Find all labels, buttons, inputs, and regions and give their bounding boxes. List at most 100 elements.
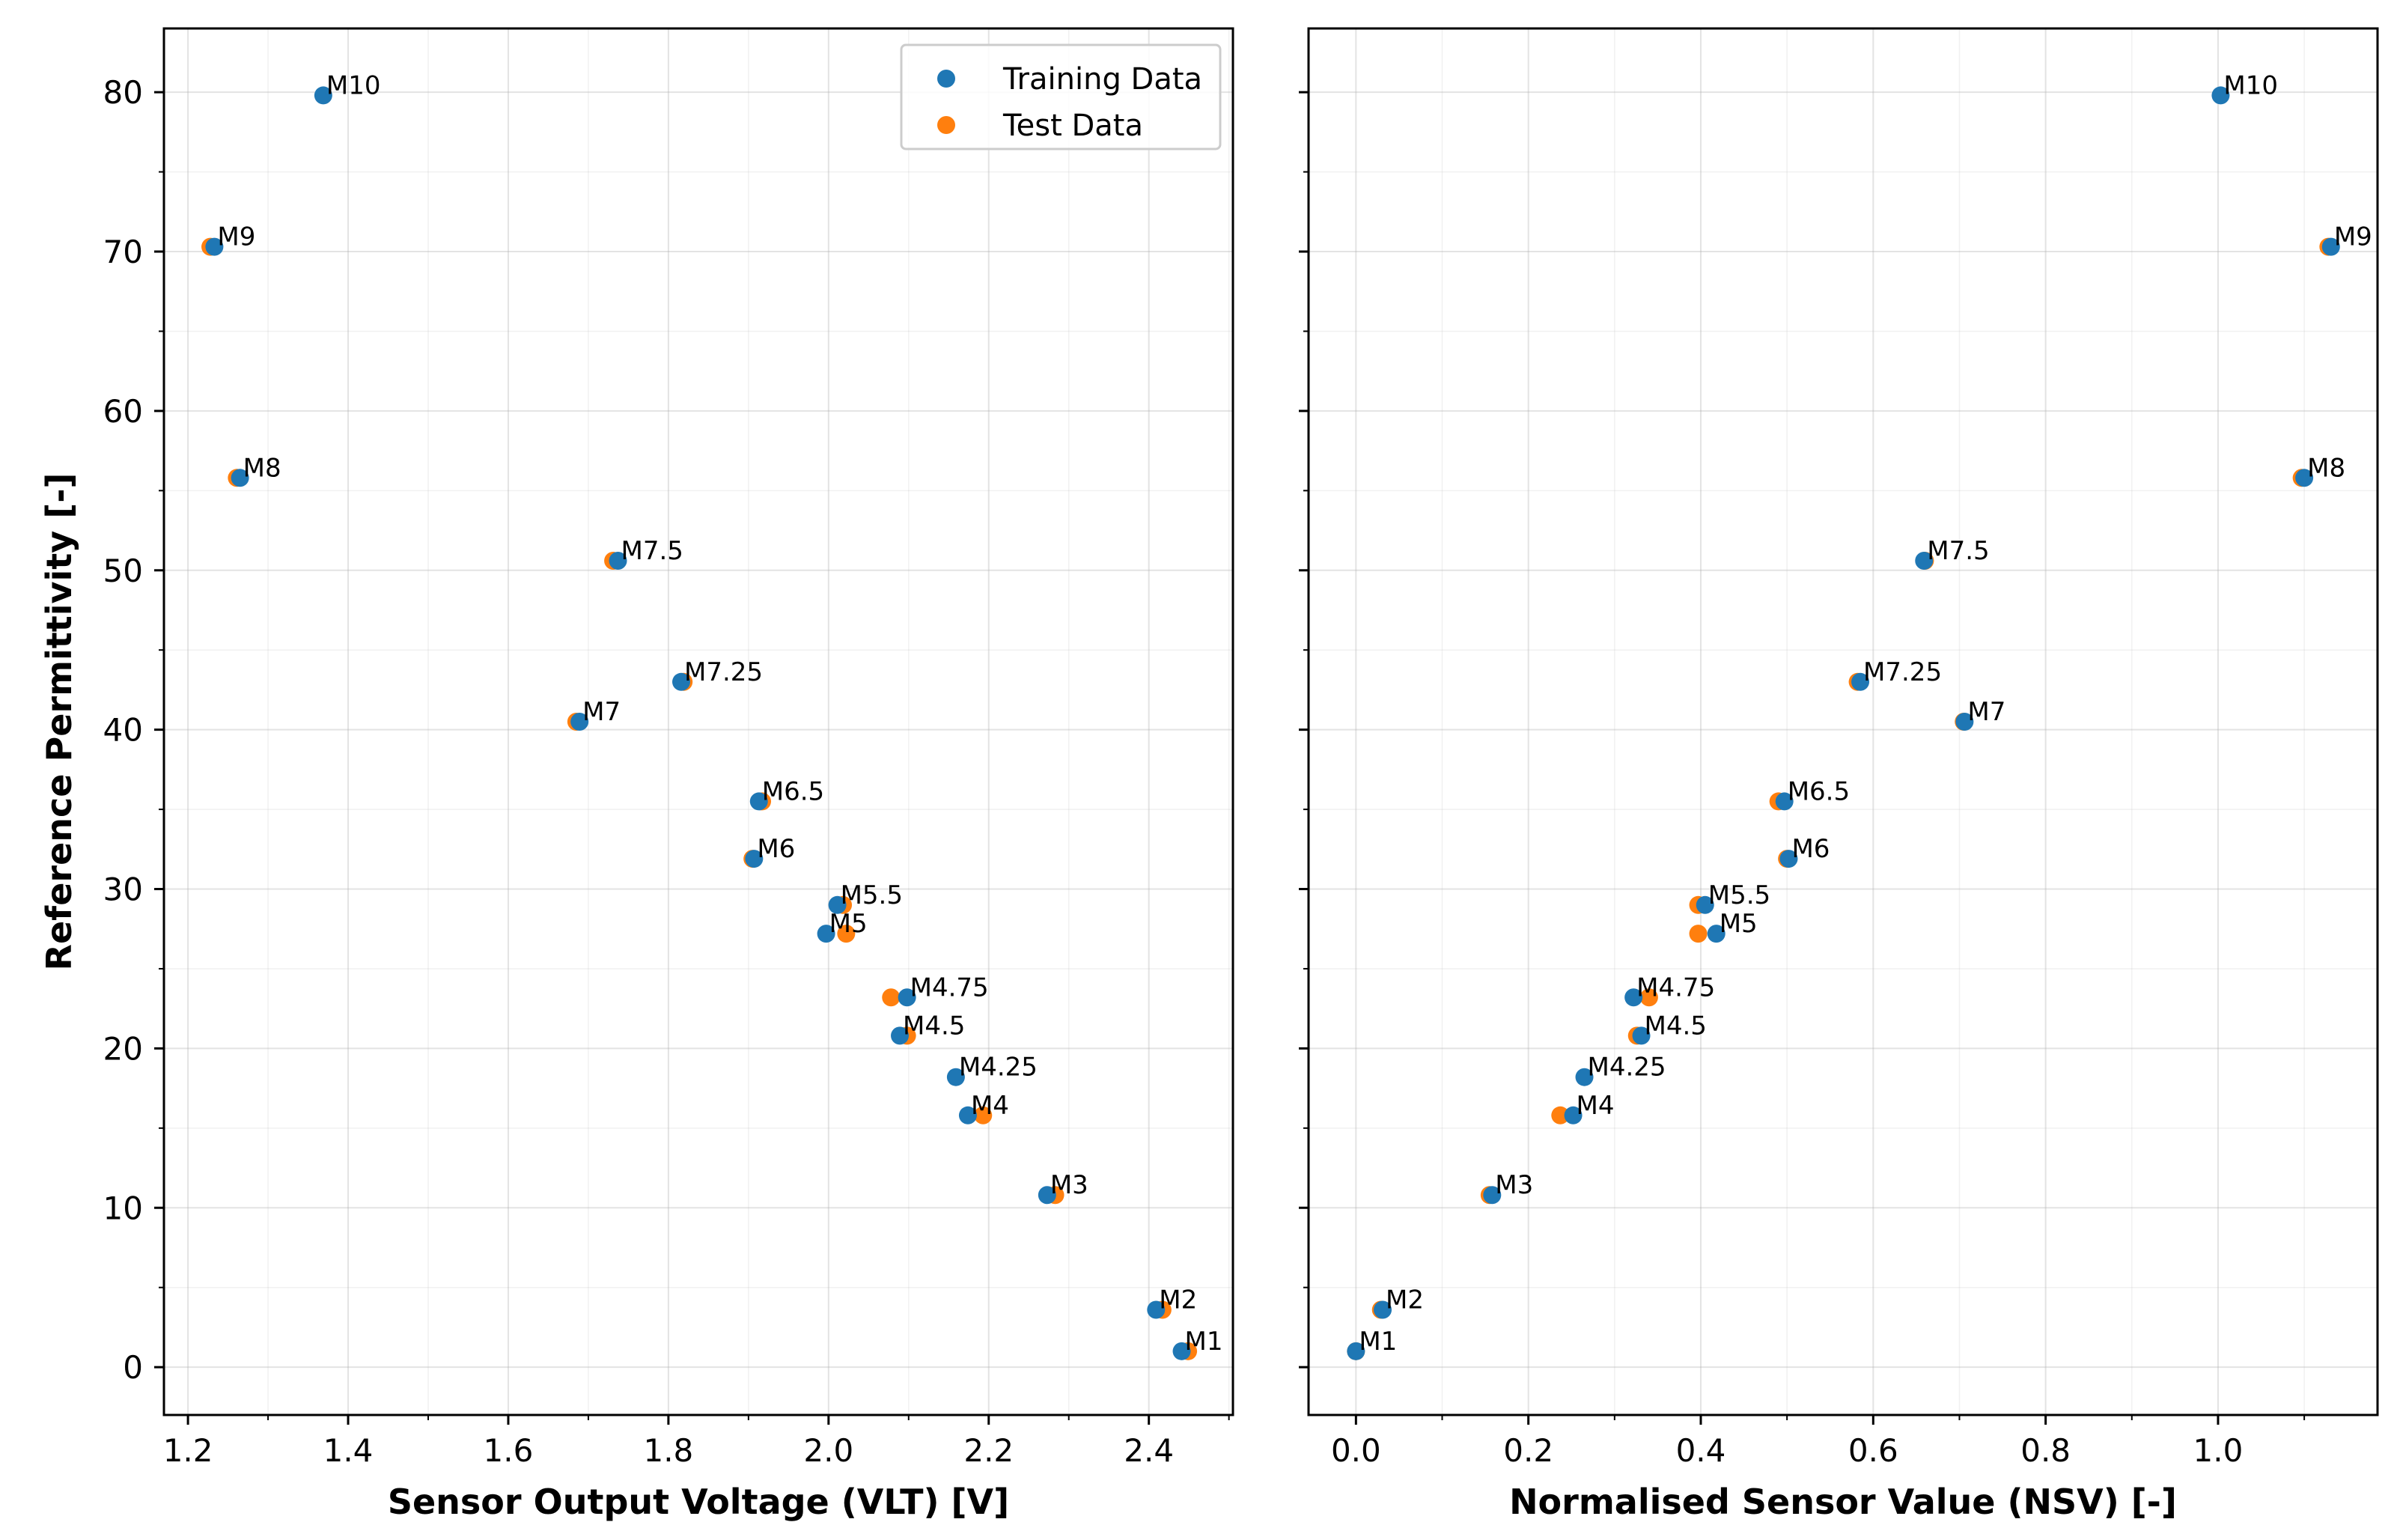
legend-label: Training Data <box>1002 62 1202 97</box>
point-label: M10 <box>2223 70 2278 100</box>
y-axis-label: Reference Permittivity [-] <box>39 473 79 971</box>
x-tick-label: 1.8 <box>643 1432 693 1469</box>
point-label: M7 <box>1967 697 2005 727</box>
x-tick-label: 2.4 <box>1124 1432 1174 1469</box>
plot-frame <box>1307 27 2379 1416</box>
point-label: M5.5 <box>1708 880 1770 910</box>
data-points <box>201 86 1198 1360</box>
grid <box>1309 28 2378 1415</box>
point-label: M2 <box>1386 1285 1424 1315</box>
point-label: M4 <box>971 1091 1009 1121</box>
test-data-point <box>1689 925 1708 943</box>
legend-label: Test Data <box>1002 109 1143 143</box>
training-data-point <box>745 850 764 868</box>
y-tick-label: 80 <box>103 74 143 111</box>
point-label: M5 <box>829 909 868 939</box>
test-data-point <box>837 925 856 943</box>
point-label: M8 <box>243 453 281 483</box>
training-data-point <box>1038 1186 1056 1205</box>
point-label: M4.75 <box>1636 973 1715 1002</box>
legend: Training Data Test Data <box>900 43 1222 150</box>
training-data-point <box>570 713 589 731</box>
training-data-point <box>2321 237 2340 256</box>
y-tick-label: 20 <box>103 1030 143 1067</box>
point-label: M6 <box>1791 834 1830 864</box>
training-data-point <box>898 988 916 1007</box>
x-tick-label: 0.2 <box>1503 1432 1553 1469</box>
training-data-point <box>1915 551 1934 570</box>
training-data-point <box>1779 850 1798 868</box>
y-tick-label: 30 <box>103 871 143 908</box>
training-data-point <box>1775 792 1794 811</box>
point-label: M5 <box>1720 909 1758 939</box>
training-data-point <box>958 1106 977 1124</box>
x-tick-label: 1.6 <box>484 1432 534 1469</box>
training-data-point <box>314 86 332 105</box>
y-tick-label: 70 <box>103 234 143 270</box>
training-data-point <box>817 925 835 943</box>
x-axis-label: Sensor Output Voltage (VLT) [V] <box>388 1482 1009 1522</box>
point-label: M9 <box>217 222 255 252</box>
x-tick-label: 1.4 <box>323 1432 374 1469</box>
training-data-point <box>1483 1186 1502 1205</box>
point-label: M5.5 <box>841 880 903 910</box>
test-data-point <box>1551 1106 1570 1124</box>
training-data-point <box>1707 925 1726 943</box>
training-data-point <box>1374 1300 1392 1319</box>
training-data-point <box>205 237 224 256</box>
test-data-point <box>882 988 901 1007</box>
training-data-point <box>1851 672 1870 691</box>
training-data-point <box>672 672 691 691</box>
left-panel-voltage: 1.2 1.4 1.6 1.8 2.0 2.2 2.4 0 10 20 30 40 50 60 70 80 Se… <box>39 27 1234 1522</box>
point-label: M7.25 <box>684 657 763 687</box>
x-tick-label: 0.8 <box>2020 1432 2071 1469</box>
right-panel-normalised: 0.0 0.2 0.4 0.6 0.8 1.0 Normalised Sensor Valu… <box>1299 27 2379 1522</box>
test-data-point <box>974 1106 993 1124</box>
point-label: M6.5 <box>762 776 824 806</box>
point-label: M3 <box>1495 1170 1533 1200</box>
point-label: M1 <box>1359 1327 1397 1357</box>
point-label: M10 <box>326 70 381 100</box>
x-tick-label: 0.6 <box>1848 1432 1898 1469</box>
training-data-point <box>1172 1342 1191 1360</box>
legend-box <box>900 43 1222 150</box>
legend-marker <box>937 70 955 88</box>
training-data-point <box>1564 1106 1583 1124</box>
training-data-point <box>1696 895 1714 914</box>
x-tick-label: 2.2 <box>963 1432 1014 1469</box>
y-tick-label: 0 <box>123 1349 143 1386</box>
x-tick-label: 0.4 <box>1676 1432 1726 1469</box>
test-data-point <box>1639 988 1658 1007</box>
y-tick-label: 40 <box>103 712 143 749</box>
training-data-point <box>2211 86 2230 105</box>
point-label: M6.5 <box>1788 776 1850 806</box>
point-label: M9 <box>2334 222 2372 252</box>
training-data-point <box>2295 469 2314 487</box>
training-data-point <box>1575 1068 1594 1086</box>
x-tick-label: 1.0 <box>2193 1432 2244 1469</box>
training-data-point <box>1955 713 1974 731</box>
point-label: M6 <box>757 834 795 864</box>
training-data-point <box>1147 1300 1166 1319</box>
training-data-point <box>749 792 768 811</box>
y-tick-label: 10 <box>103 1190 143 1226</box>
point-label: M7.25 <box>1863 657 1942 687</box>
point-label: M1 <box>1185 1327 1223 1357</box>
point-label: M8 <box>2307 453 2345 483</box>
training-data-point <box>1624 988 1643 1007</box>
training-data-point <box>1632 1026 1651 1045</box>
training-data-point <box>946 1068 965 1086</box>
x-axis-label: Normalised Sensor Value (NSV) [-] <box>1509 1482 2177 1522</box>
point-label: M4.5 <box>903 1011 965 1041</box>
x-tick-label: 1.2 <box>163 1432 213 1469</box>
training-data-point <box>1347 1342 1365 1360</box>
x-tick-label: 2.0 <box>803 1432 853 1469</box>
point-label: M4 <box>1577 1091 1615 1121</box>
point-label: M3 <box>1050 1170 1088 1200</box>
point-label: M4.25 <box>959 1053 1038 1083</box>
point-label: M4.25 <box>1588 1053 1666 1083</box>
point-label: M4.5 <box>1645 1011 1707 1041</box>
point-label: M7 <box>582 697 621 727</box>
